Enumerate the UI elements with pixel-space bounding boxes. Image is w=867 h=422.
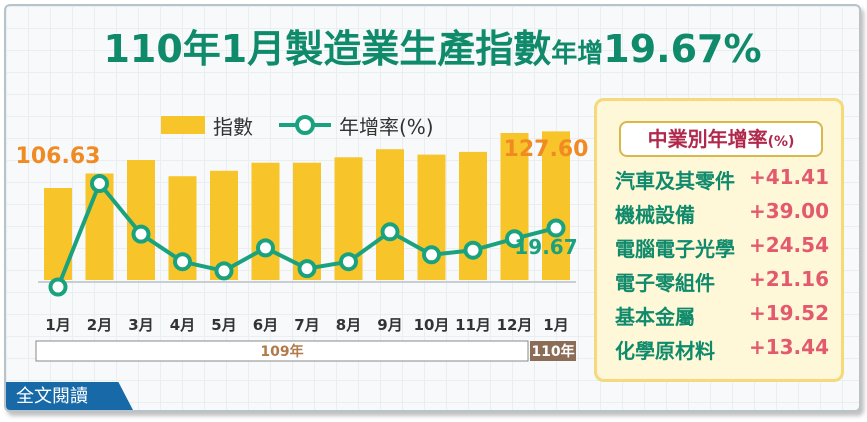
row-name: 基本金屬 <box>615 305 695 329</box>
row-value: +13.44 <box>748 335 829 359</box>
x-tick-label: 3月 <box>128 316 153 334</box>
growth-point <box>48 277 68 297</box>
x-tick-label: 10月 <box>414 316 450 334</box>
legend: 指數 年增率(%) <box>161 110 434 140</box>
chart-bar <box>542 131 570 280</box>
growth-point <box>422 245 441 265</box>
panel-row: 汽車及其零件 +41.41 <box>615 165 829 195</box>
row-value: +19.52 <box>748 301 829 325</box>
year-label-109: 109年 <box>260 343 303 360</box>
legend-bar-label: 指數 <box>213 114 253 139</box>
last-line-value-label: 19.67 <box>514 235 577 259</box>
x-tick-label: 12月 <box>497 316 533 334</box>
panel-row: 電子零組件 +21.16 <box>615 267 829 297</box>
growth-point <box>546 218 566 238</box>
x-tick-label: 1月 <box>543 316 568 334</box>
x-tick-label: 8月 <box>336 316 361 334</box>
chart: 1月 2月 3月 4月 5月 6月 7月 8月 9月 10月 11月 12月 1月 109年 110年 106… <box>16 131 589 362</box>
panel-title-text: 中業別年增率 <box>647 127 768 151</box>
row-name: 電腦電子光學 <box>615 237 735 261</box>
growth-point <box>339 252 358 272</box>
growth-point <box>214 261 234 281</box>
x-tick-label: 5月 <box>211 316 236 334</box>
x-tick-label: 7月 <box>294 316 319 334</box>
panel-row: 基本金屬 +19.52 <box>615 301 829 331</box>
row-value: +41.41 <box>748 165 829 189</box>
panel-row: 化學原材料 +13.44 <box>615 335 829 365</box>
year-band-110 <box>530 341 576 361</box>
title-value: 19.67% <box>603 27 762 71</box>
growth-point <box>131 224 151 244</box>
row-value: +39.00 <box>748 199 829 223</box>
growth-point <box>256 238 275 258</box>
growth-point <box>173 252 192 272</box>
row-name: 電子零組件 <box>615 271 715 295</box>
x-tick-label: 4月 <box>170 316 195 334</box>
title-sub: 年增 <box>551 39 604 69</box>
first-bar-value-label: 106.63 <box>16 144 101 169</box>
title-main: 110年1月製造業生產指數 <box>103 27 552 71</box>
row-value: +24.54 <box>748 233 829 257</box>
infographic-frame: 110年1月製造業生產指數年增19.67% 1月 2月 3月 4月 5月 6月 7月 8月 9月… <box>4 4 861 412</box>
panel-title-unit: (%) <box>767 134 795 150</box>
growth-point <box>90 174 109 193</box>
panel-row: 機械設備 +39.00 <box>615 199 829 229</box>
legend-bar-swatch <box>161 116 205 134</box>
page-title: 110年1月製造業生產指數年增19.67% <box>6 18 859 73</box>
panel-row: 電腦電子光學 +24.54 <box>615 233 829 263</box>
row-value: +21.16 <box>748 267 829 291</box>
chart-bar <box>459 151 487 280</box>
chart-bar <box>376 149 404 280</box>
industry-growth-panel: 中業別年增率(%) 汽車及其零件 +41.41 機械設備 +39.00 電腦電子光學… <box>594 98 844 382</box>
last-bar-value-label: 127.60 <box>504 137 589 162</box>
x-tick-label: 6月 <box>253 316 278 334</box>
year-label-110: 110年 <box>531 343 574 360</box>
growth-point <box>505 229 524 249</box>
row-name: 機械設備 <box>615 203 695 227</box>
row-name: 汽車及其零件 <box>615 169 735 193</box>
growth-point <box>463 240 483 260</box>
chart-bar <box>500 133 529 280</box>
legend-line-swatch <box>279 115 331 135</box>
panel-title: 中業別年增率(%) <box>619 121 823 157</box>
read-full-text-button[interactable]: 全文閱讀 <box>6 382 134 410</box>
growth-point <box>297 259 317 279</box>
x-tick-label: 1月 <box>45 316 70 334</box>
x-tick-label: 11月 <box>455 316 491 334</box>
year-band-109 <box>35 340 529 362</box>
row-name: 化學原材料 <box>615 339 715 363</box>
growth-point <box>380 222 400 242</box>
legend-line-label: 年增率(%) <box>339 114 434 139</box>
x-tick-label: 2月 <box>87 316 112 334</box>
chart-bar <box>251 162 280 280</box>
x-tick-label: 9月 <box>377 316 402 334</box>
